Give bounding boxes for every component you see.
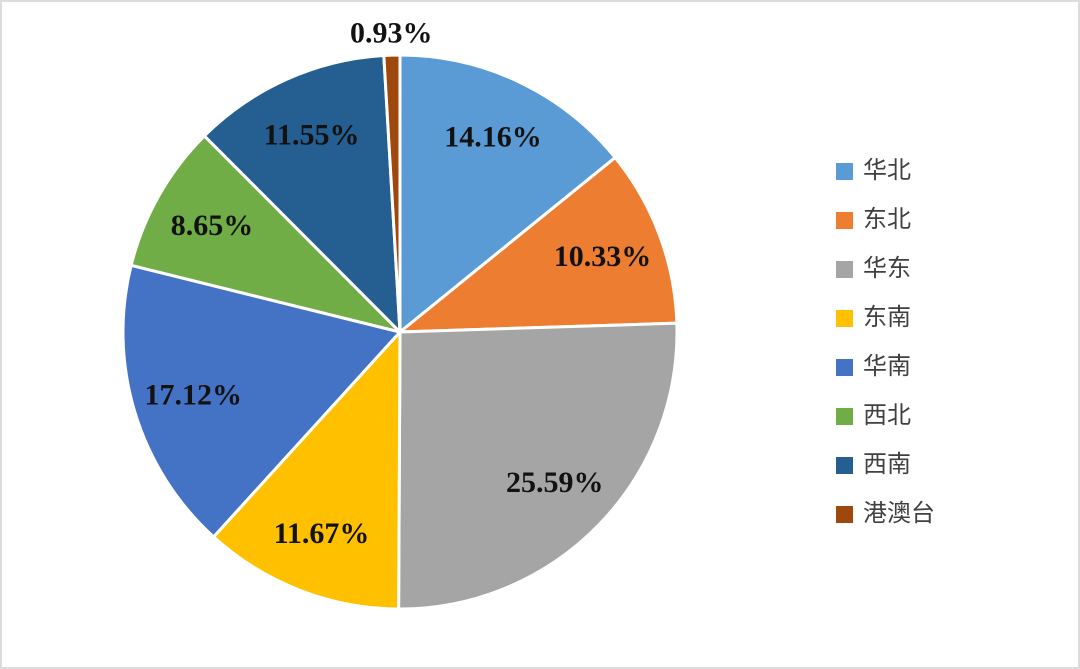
pie-slice-港澳台 xyxy=(382,53,402,334)
data-label-华北: 14.16% xyxy=(444,121,542,154)
legend-swatch-icon xyxy=(836,162,853,180)
pie-slice-东南 xyxy=(212,330,402,611)
data-label-西北: 8.65% xyxy=(171,209,254,242)
legend-swatch-icon xyxy=(836,309,853,327)
pie-slice-华南 xyxy=(121,263,402,539)
legend-item-xinan: 西南 xyxy=(836,451,935,479)
legend-swatch-icon xyxy=(836,358,853,376)
data-label-华南: 17.12% xyxy=(145,378,243,411)
legend-label: 华南 xyxy=(863,353,911,380)
pie-slice-华北 xyxy=(398,53,617,334)
legend-swatch-icon xyxy=(836,456,853,474)
legend-item-xibei: 西北 xyxy=(836,402,935,430)
legend-swatch-icon xyxy=(836,260,853,278)
pie-chart: 14.16% 10.33% 25.59% 11.67% 17.12% 8.65% 11.55… xyxy=(121,17,679,611)
legend-item-gangaotai: 港澳台 xyxy=(836,500,935,528)
legend-label: 华东 xyxy=(863,255,911,282)
pie-slice-华东 xyxy=(397,321,679,611)
data-label-西南: 11.55% xyxy=(264,118,360,151)
pie-slice-西南 xyxy=(202,53,402,334)
data-label-港澳台: 0.93% xyxy=(350,17,433,50)
legend-label: 东北 xyxy=(863,206,911,233)
legend-swatch-icon xyxy=(836,211,853,229)
legend-label: 东南 xyxy=(863,304,911,331)
legend-swatch-icon xyxy=(836,407,853,425)
legend-item-huabei: 华北 xyxy=(836,157,935,185)
data-label-华东: 25.59% xyxy=(506,466,604,499)
legend-item-dongbei: 东北 xyxy=(836,206,935,234)
pie-slice-西北 xyxy=(129,134,402,334)
legend-item-dongnan: 东南 xyxy=(836,304,935,332)
legend: 华北 东北 华东 东南 华南 西北 西南 港澳台 xyxy=(836,157,935,549)
legend-swatch-icon xyxy=(836,505,853,523)
legend-item-huanan: 华南 xyxy=(836,353,935,381)
legend-label: 西南 xyxy=(863,451,911,478)
legend-label: 华北 xyxy=(863,157,911,184)
data-label-东北: 10.33% xyxy=(554,240,652,273)
legend-item-huadong: 华东 xyxy=(836,255,935,283)
data-label-东南: 11.67% xyxy=(274,517,370,550)
pie-slice-东北 xyxy=(398,156,679,334)
legend-label: 港澳台 xyxy=(863,500,935,527)
legend-label: 西北 xyxy=(863,402,911,429)
